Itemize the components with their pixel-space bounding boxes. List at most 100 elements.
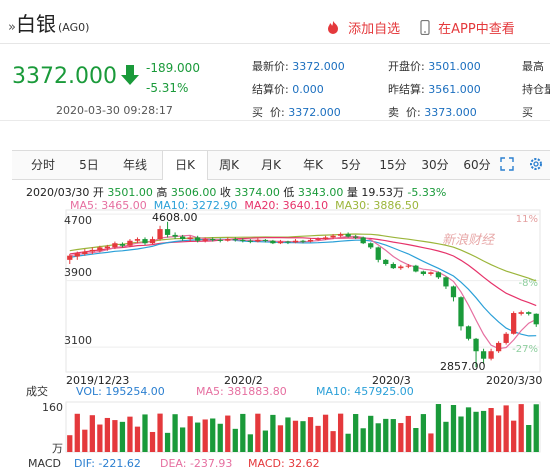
candle	[345, 234, 351, 237]
tab-daily-k[interactable]: 日K	[162, 151, 208, 180]
open-in-app-label: 在APP中查看	[438, 22, 515, 37]
volume-bar	[398, 423, 404, 452]
candle	[142, 239, 148, 244]
phone-icon	[420, 19, 434, 37]
volume-bar	[119, 421, 126, 452]
candle	[277, 241, 284, 244]
candle	[247, 240, 253, 242]
candle	[473, 338, 479, 352]
volume-bar	[134, 426, 141, 452]
tab-5min[interactable]: 5分	[341, 158, 361, 172]
candle	[89, 249, 95, 252]
candle	[458, 297, 464, 327]
volume-bar	[247, 434, 253, 452]
candle	[322, 237, 329, 240]
candle	[398, 266, 404, 269]
volume-label: 成交	[26, 384, 48, 398]
volume-bar	[202, 419, 208, 452]
candle	[262, 239, 269, 241]
candle	[217, 239, 223, 241]
candle	[353, 236, 359, 238]
volume-bar	[443, 421, 449, 452]
volume-bar	[292, 420, 299, 452]
volume-bar	[277, 425, 284, 452]
plot-frame	[65, 209, 541, 373]
arrow-down-icon	[120, 64, 140, 89]
field-ask: 卖 价: 3373.000	[388, 106, 477, 119]
x-tick-2: 2020/2	[224, 374, 263, 387]
candle	[488, 351, 494, 359]
candle	[225, 239, 231, 241]
volume-bar	[450, 405, 457, 452]
volume-bars	[67, 404, 539, 452]
candle	[104, 246, 111, 249]
candle	[383, 259, 389, 264]
volume-bar	[405, 415, 411, 452]
volume-bar	[518, 404, 524, 452]
tab-intraday[interactable]: 分时	[30, 158, 55, 172]
candle	[428, 272, 434, 274]
candle	[307, 239, 314, 242]
pct-tick-mid: -8%	[519, 278, 538, 289]
add-favorite-button[interactable]: 添加自选	[326, 18, 400, 37]
volume-bar	[435, 404, 442, 452]
volume-bar	[97, 424, 103, 452]
volume-bar	[353, 414, 359, 452]
tab-monthly-k[interactable]: 月K	[261, 158, 281, 172]
volume-bar	[172, 414, 178, 452]
candle	[315, 239, 321, 241]
pct-tick-high: 11%	[516, 214, 538, 225]
candle	[134, 239, 141, 241]
volume-bar	[67, 435, 73, 452]
instrument-code: (AG0)	[57, 21, 90, 34]
candle	[435, 272, 442, 278]
volume-bar	[179, 427, 186, 452]
candle	[375, 247, 381, 260]
candle	[195, 237, 201, 241]
candle	[511, 313, 517, 334]
candle	[495, 342, 502, 352]
tab-yearly-k[interactable]: 年K	[303, 158, 323, 172]
tab-weekly-k[interactable]: 周K	[219, 158, 239, 172]
volume-bar	[495, 415, 502, 452]
volume-bar	[503, 405, 509, 452]
tab-30min[interactable]: 30分	[421, 158, 449, 172]
candle	[179, 236, 186, 240]
annotation-min: 2857.00	[440, 360, 486, 373]
macd-value: MACD: 32.62	[248, 457, 320, 470]
candle	[330, 235, 336, 238]
volume-tick-unit: 万	[52, 442, 63, 455]
tab-15min[interactable]: 15分	[379, 158, 407, 172]
candle	[480, 351, 487, 359]
volume-bar	[225, 415, 231, 452]
volume-bar	[300, 421, 306, 452]
sina-watermark: 新浪财经	[442, 232, 496, 248]
volume-bar	[488, 408, 494, 452]
candle	[337, 234, 344, 236]
tab-60min[interactable]: 60分	[463, 158, 491, 172]
volume-bar	[428, 433, 434, 452]
volume-bar	[533, 404, 539, 452]
candle	[465, 326, 472, 339]
volume-bar	[368, 415, 374, 452]
candle	[420, 271, 427, 274]
ma20-line	[69, 237, 537, 307]
price-change-pct: -5.31%	[146, 81, 189, 95]
volume-bar	[420, 414, 427, 452]
candle	[405, 265, 411, 267]
candle	[157, 229, 163, 240]
add-favorite-label: 添加自选	[348, 22, 401, 37]
fullscreen-icon[interactable]	[496, 151, 518, 179]
volume-bar	[217, 423, 223, 452]
quote-time: 2020-03-30 09:28:17	[56, 104, 173, 117]
tab-5day[interactable]: 5日	[79, 158, 99, 172]
settings-icon[interactable]	[524, 151, 548, 179]
annotation-max: 4608.00	[152, 211, 198, 224]
y-tick-mid: 3900	[64, 266, 92, 279]
tab-year-line[interactable]: 年线	[122, 158, 147, 172]
x-tick-1: 2019/12/23	[66, 374, 129, 387]
field-bid: 买 价: 3372.000	[252, 106, 341, 119]
volume-bar	[164, 432, 171, 452]
open-in-app-button[interactable]: 在APP中查看	[420, 18, 515, 37]
